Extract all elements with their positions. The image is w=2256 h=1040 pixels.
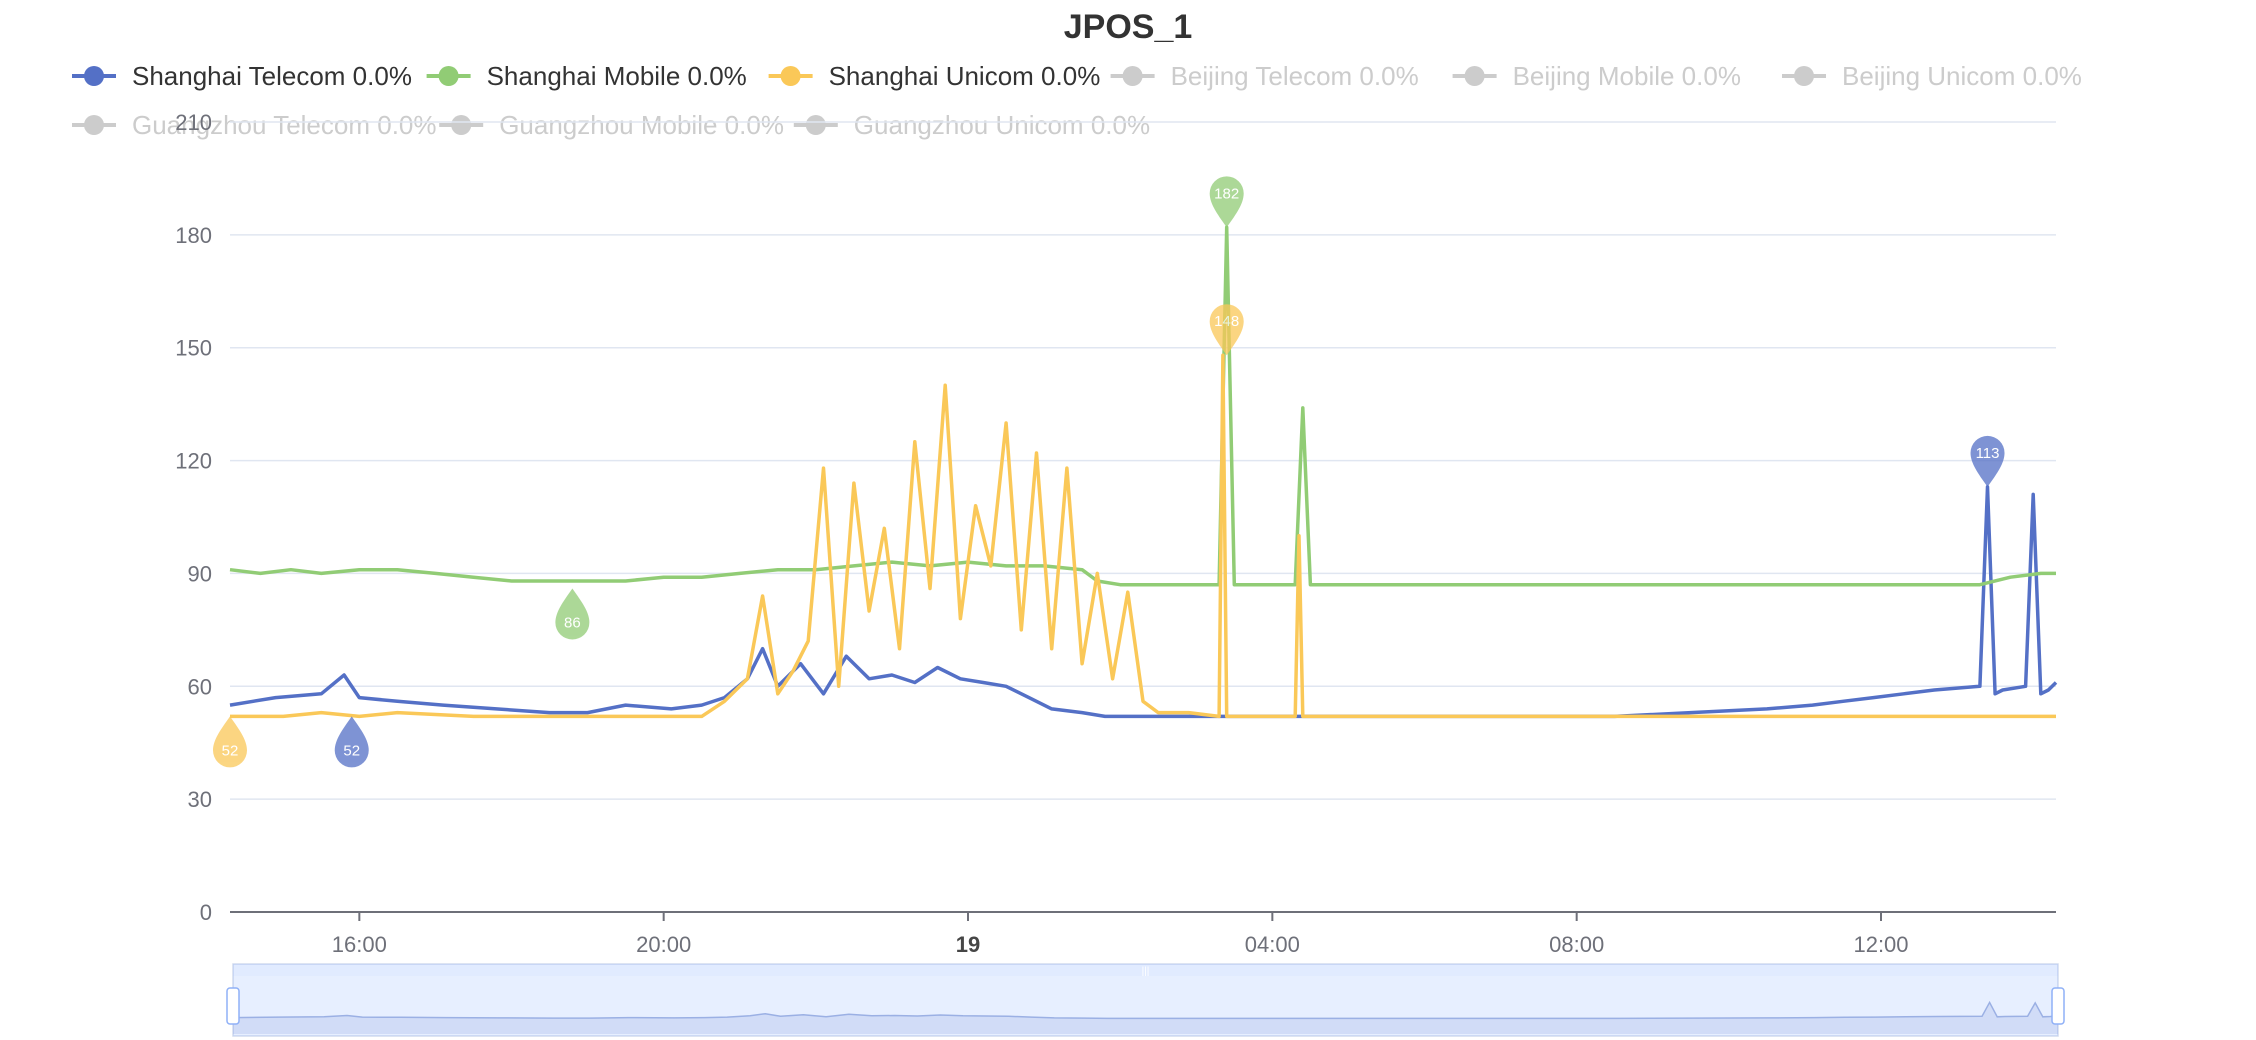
legend-dot bbox=[1122, 66, 1143, 86]
marker-shape bbox=[555, 588, 590, 640]
y-tick-label: 180 bbox=[175, 223, 212, 248]
marker-shape bbox=[1209, 304, 1244, 356]
y-axis: 0 30 60 90 120 150 180 210 bbox=[175, 110, 212, 925]
legend-item[interactable]: Beijing Telecom 0.0% bbox=[1110, 61, 1419, 91]
legend-item[interactable]: Guangzhou Mobile 0.0% bbox=[439, 110, 784, 140]
series-line bbox=[229, 485, 2058, 719]
zoom-handle[interactable] bbox=[226, 987, 240, 1025]
marker-label: 113 bbox=[1976, 445, 2000, 462]
legend-label: Shanghai Telecom 0.0% bbox=[132, 61, 412, 91]
legend-label: Shanghai Mobile 0.0% bbox=[487, 61, 747, 91]
marker-pin: 86 bbox=[555, 588, 590, 640]
marker-label: 148 bbox=[1214, 313, 1239, 330]
y-tick-label: 150 bbox=[175, 336, 212, 361]
marker-pin: 52 bbox=[213, 716, 247, 768]
legend-item[interactable]: Beijing Mobile 0.0% bbox=[1452, 61, 1741, 91]
zoom-move-bar[interactable] bbox=[233, 964, 2058, 976]
y-tick-label: 0 bbox=[200, 900, 212, 925]
legend-label: Shanghai Unicom 0.0% bbox=[829, 61, 1101, 91]
legend-item[interactable]: Guangzhou Unicom 0.0% bbox=[793, 110, 1150, 140]
legend-label: Guangzhou Telecom 0.0% bbox=[132, 110, 437, 140]
series-lines bbox=[229, 225, 2058, 719]
grid-lines bbox=[230, 121, 2056, 800]
x-tick-label: 19 bbox=[956, 932, 980, 957]
y-tick-label: 120 bbox=[175, 449, 212, 474]
marker-pins: 182 86 148 52 113 52 bbox=[213, 176, 2005, 768]
x-tick-label: 12:00 bbox=[1853, 932, 1908, 957]
legend-label: Beijing Telecom 0.0% bbox=[1171, 61, 1419, 91]
legend-item[interactable]: Guangzhou Telecom 0.0% bbox=[72, 110, 437, 140]
legend-label: Guangzhou Mobile 0.0% bbox=[499, 110, 784, 140]
marker-shape bbox=[1209, 176, 1244, 228]
marker-label: 182 bbox=[1214, 185, 1239, 202]
x-tick-label: 16:00 bbox=[332, 932, 387, 957]
x-tick-label: 04:00 bbox=[1245, 932, 1300, 957]
x-axis: 16:00 20:00 19 04:00 08:00 12:00 bbox=[230, 911, 2056, 957]
chart-title: JPOS_1 bbox=[1064, 8, 1193, 46]
legend-label: Beijing Mobile 0.0% bbox=[1513, 61, 1741, 91]
x-tick-label: 20:00 bbox=[636, 932, 691, 957]
marker-label: 86 bbox=[564, 614, 581, 631]
legend-dot bbox=[438, 66, 459, 86]
legend-dot bbox=[84, 66, 104, 86]
legend-label: Beijing Unicom 0.0% bbox=[1842, 61, 2082, 91]
legend-dot bbox=[1794, 66, 1814, 86]
zoom-preview-area bbox=[233, 1002, 2058, 1034]
marker-label: 52 bbox=[222, 742, 239, 759]
x-tick-label: 08:00 bbox=[1549, 932, 1604, 957]
marker-shape bbox=[1970, 435, 2005, 487]
zoom-move-grip[interactable]: ||| bbox=[1142, 966, 1150, 977]
y-tick-label: 210 bbox=[175, 110, 212, 135]
marker-label: 52 bbox=[343, 742, 360, 759]
marker-shape bbox=[213, 716, 247, 768]
legend-item[interactable]: Shanghai Telecom 0.0% bbox=[72, 61, 412, 91]
marker-shape bbox=[334, 716, 369, 768]
zoom-handle[interactable] bbox=[2051, 987, 2065, 1025]
zoom-preview-line bbox=[232, 1000, 2059, 1020]
legend: Shanghai Telecom 0.0% Shanghai Mobile 0.0… bbox=[72, 61, 2082, 140]
y-tick-label: 30 bbox=[188, 787, 212, 812]
legend-dot bbox=[805, 115, 826, 135]
y-tick-label: 60 bbox=[188, 674, 212, 699]
marker-pin: 113 bbox=[1970, 435, 2005, 487]
legend-item[interactable]: Shanghai Mobile 0.0% bbox=[426, 61, 747, 91]
legend-dot bbox=[451, 115, 472, 135]
legend-dot bbox=[780, 66, 801, 86]
marker-pin: 182 bbox=[1209, 176, 1244, 228]
y-tick-label: 90 bbox=[188, 561, 212, 586]
legend-item[interactable]: Beijing Unicom 0.0% bbox=[1782, 61, 2082, 91]
series-line bbox=[229, 225, 2056, 587]
marker-pin: 148 bbox=[1209, 304, 1244, 356]
legend-dot bbox=[84, 115, 104, 135]
legend-dot bbox=[1464, 66, 1485, 86]
legend-label: Guangzhou Unicom 0.0% bbox=[854, 110, 1150, 140]
legend-item[interactable]: Shanghai Unicom 0.0% bbox=[768, 61, 1101, 91]
zoom-selected-range bbox=[233, 976, 2058, 1036]
marker-pin: 52 bbox=[334, 716, 369, 768]
series-line bbox=[230, 353, 2056, 719]
data-zoom-slider[interactable]: ||| bbox=[226, 963, 2065, 1037]
